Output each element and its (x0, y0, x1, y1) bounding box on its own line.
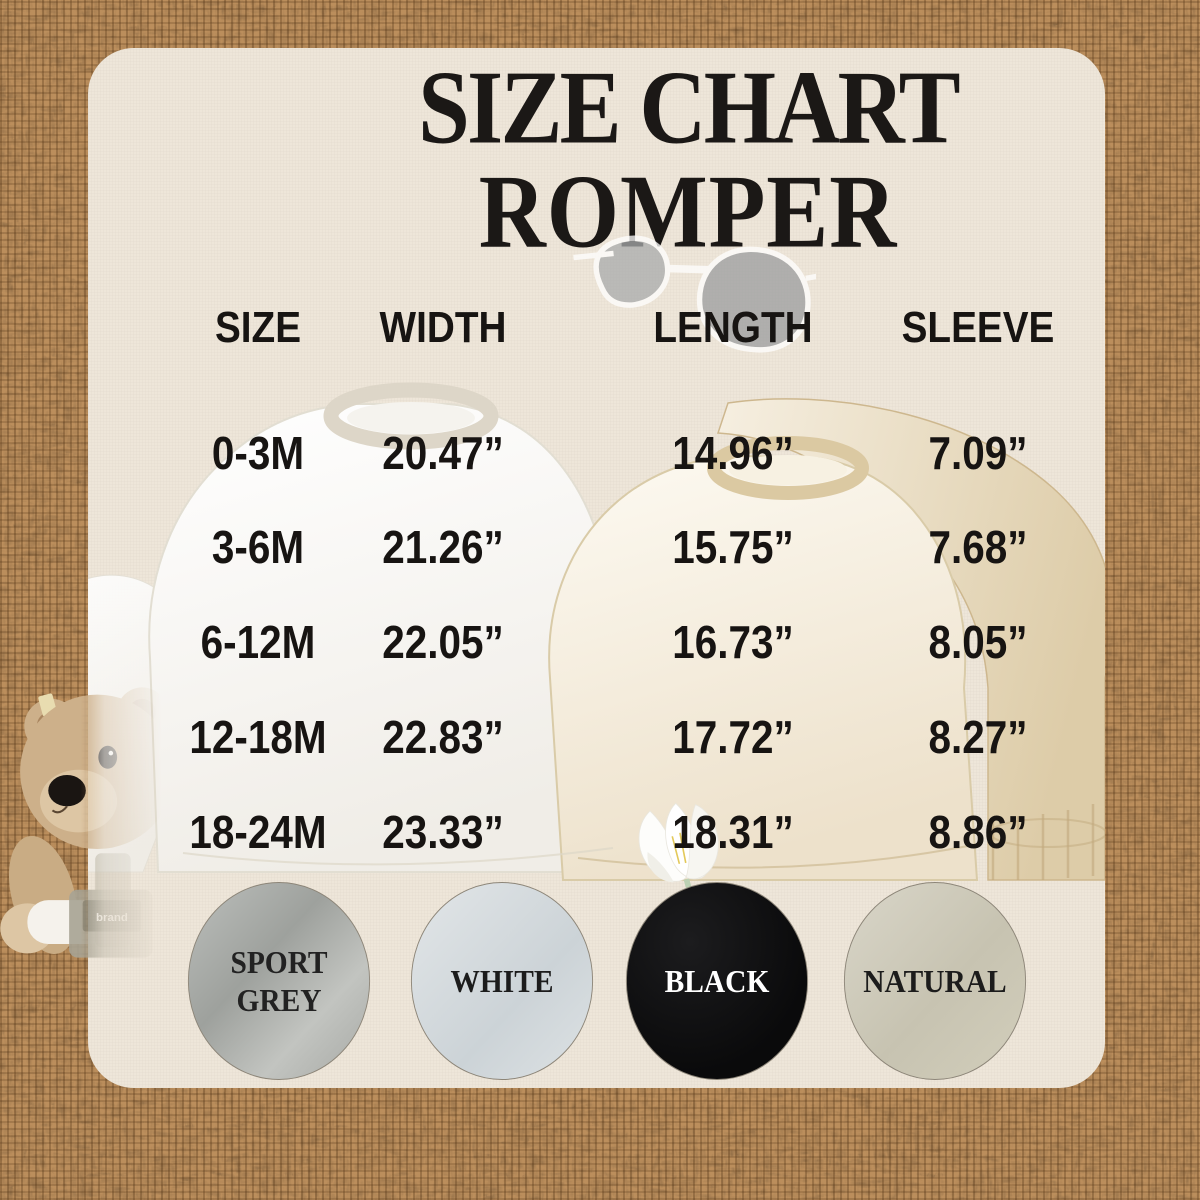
svg-text:brand: brand (96, 912, 128, 924)
